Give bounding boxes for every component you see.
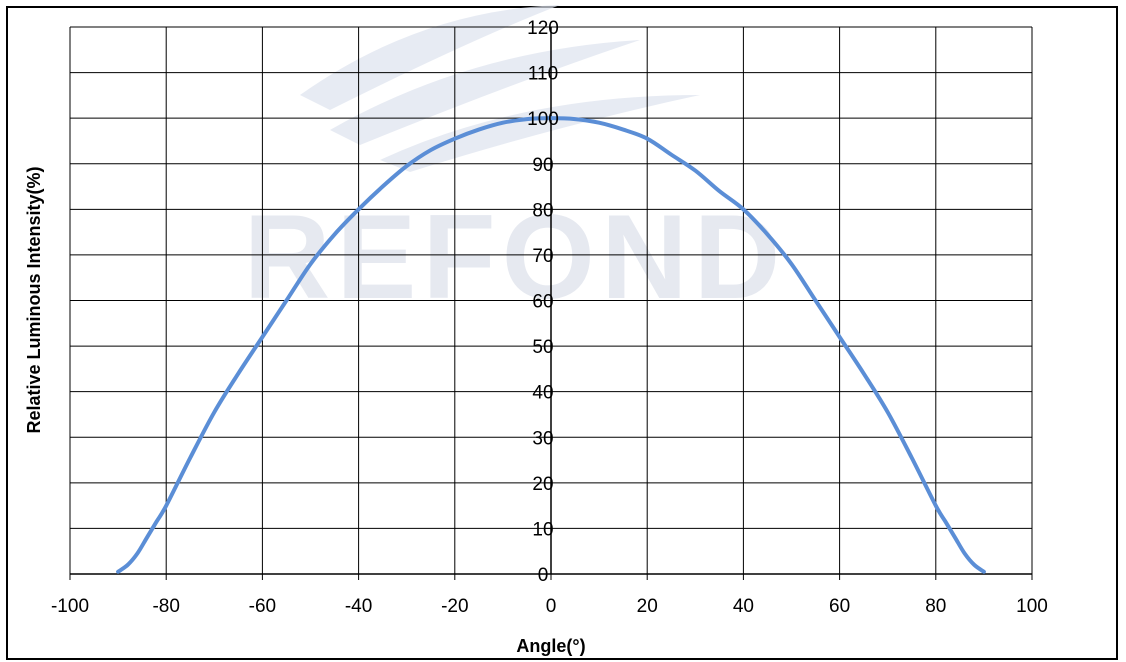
y-tick-label-60: 60: [532, 292, 553, 313]
series-line-1: [116, 116, 986, 574]
x-axis-title: Angle(°): [516, 636, 585, 656]
y-tick-label-10: 10: [532, 519, 553, 540]
watermark-text: REFOND: [244, 190, 787, 324]
x-tick-label--100: -100: [51, 596, 89, 617]
x-tick-label--60: -60: [249, 596, 276, 617]
x-tick-label--20: -20: [441, 596, 468, 617]
x-tick-label--80: -80: [152, 596, 179, 617]
y-tick-label-20: 20: [532, 474, 553, 495]
x-tick-label-20: 20: [637, 596, 658, 617]
x-tick-label-40: 40: [733, 596, 754, 617]
y-tick-label-40: 40: [532, 383, 553, 404]
y-axis-title: Relative Luminous Intensity(%): [24, 166, 44, 433]
x-tick-label-100: 100: [1016, 596, 1048, 617]
x-tick-label--40: -40: [345, 596, 372, 617]
y-tick-label-100: 100: [527, 109, 559, 130]
y-tick-label-50: 50: [532, 337, 553, 358]
watermark-swoosh-1: [300, 5, 560, 110]
x-tick-labels: -100 -80 -60 -40 -20 0 20 40 60 80 100: [51, 596, 1048, 617]
y-tick-label-0: 0: [538, 565, 549, 586]
y-tick-label-80: 80: [532, 200, 553, 221]
y-tick-label-90: 90: [532, 155, 553, 176]
watermark-swoosh-3: [380, 95, 700, 172]
watermark: REFOND: [244, 5, 787, 324]
y-tick-label-120: 120: [527, 18, 559, 39]
series-layer: [116, 116, 986, 574]
y-tick-label-70: 70: [532, 246, 553, 267]
x-tick-label-0: 0: [546, 596, 557, 617]
y-tick-label-110: 110: [528, 64, 558, 85]
watermark-swoosh-2: [330, 40, 640, 145]
x-tick-label-60: 60: [829, 596, 850, 617]
x-tick-label-80: 80: [925, 596, 946, 617]
y-tick-label-30: 30: [532, 428, 553, 449]
y-tick-labels: 0 10 20 30 40 50 60 70 80 90 100 110 120: [527, 18, 559, 586]
